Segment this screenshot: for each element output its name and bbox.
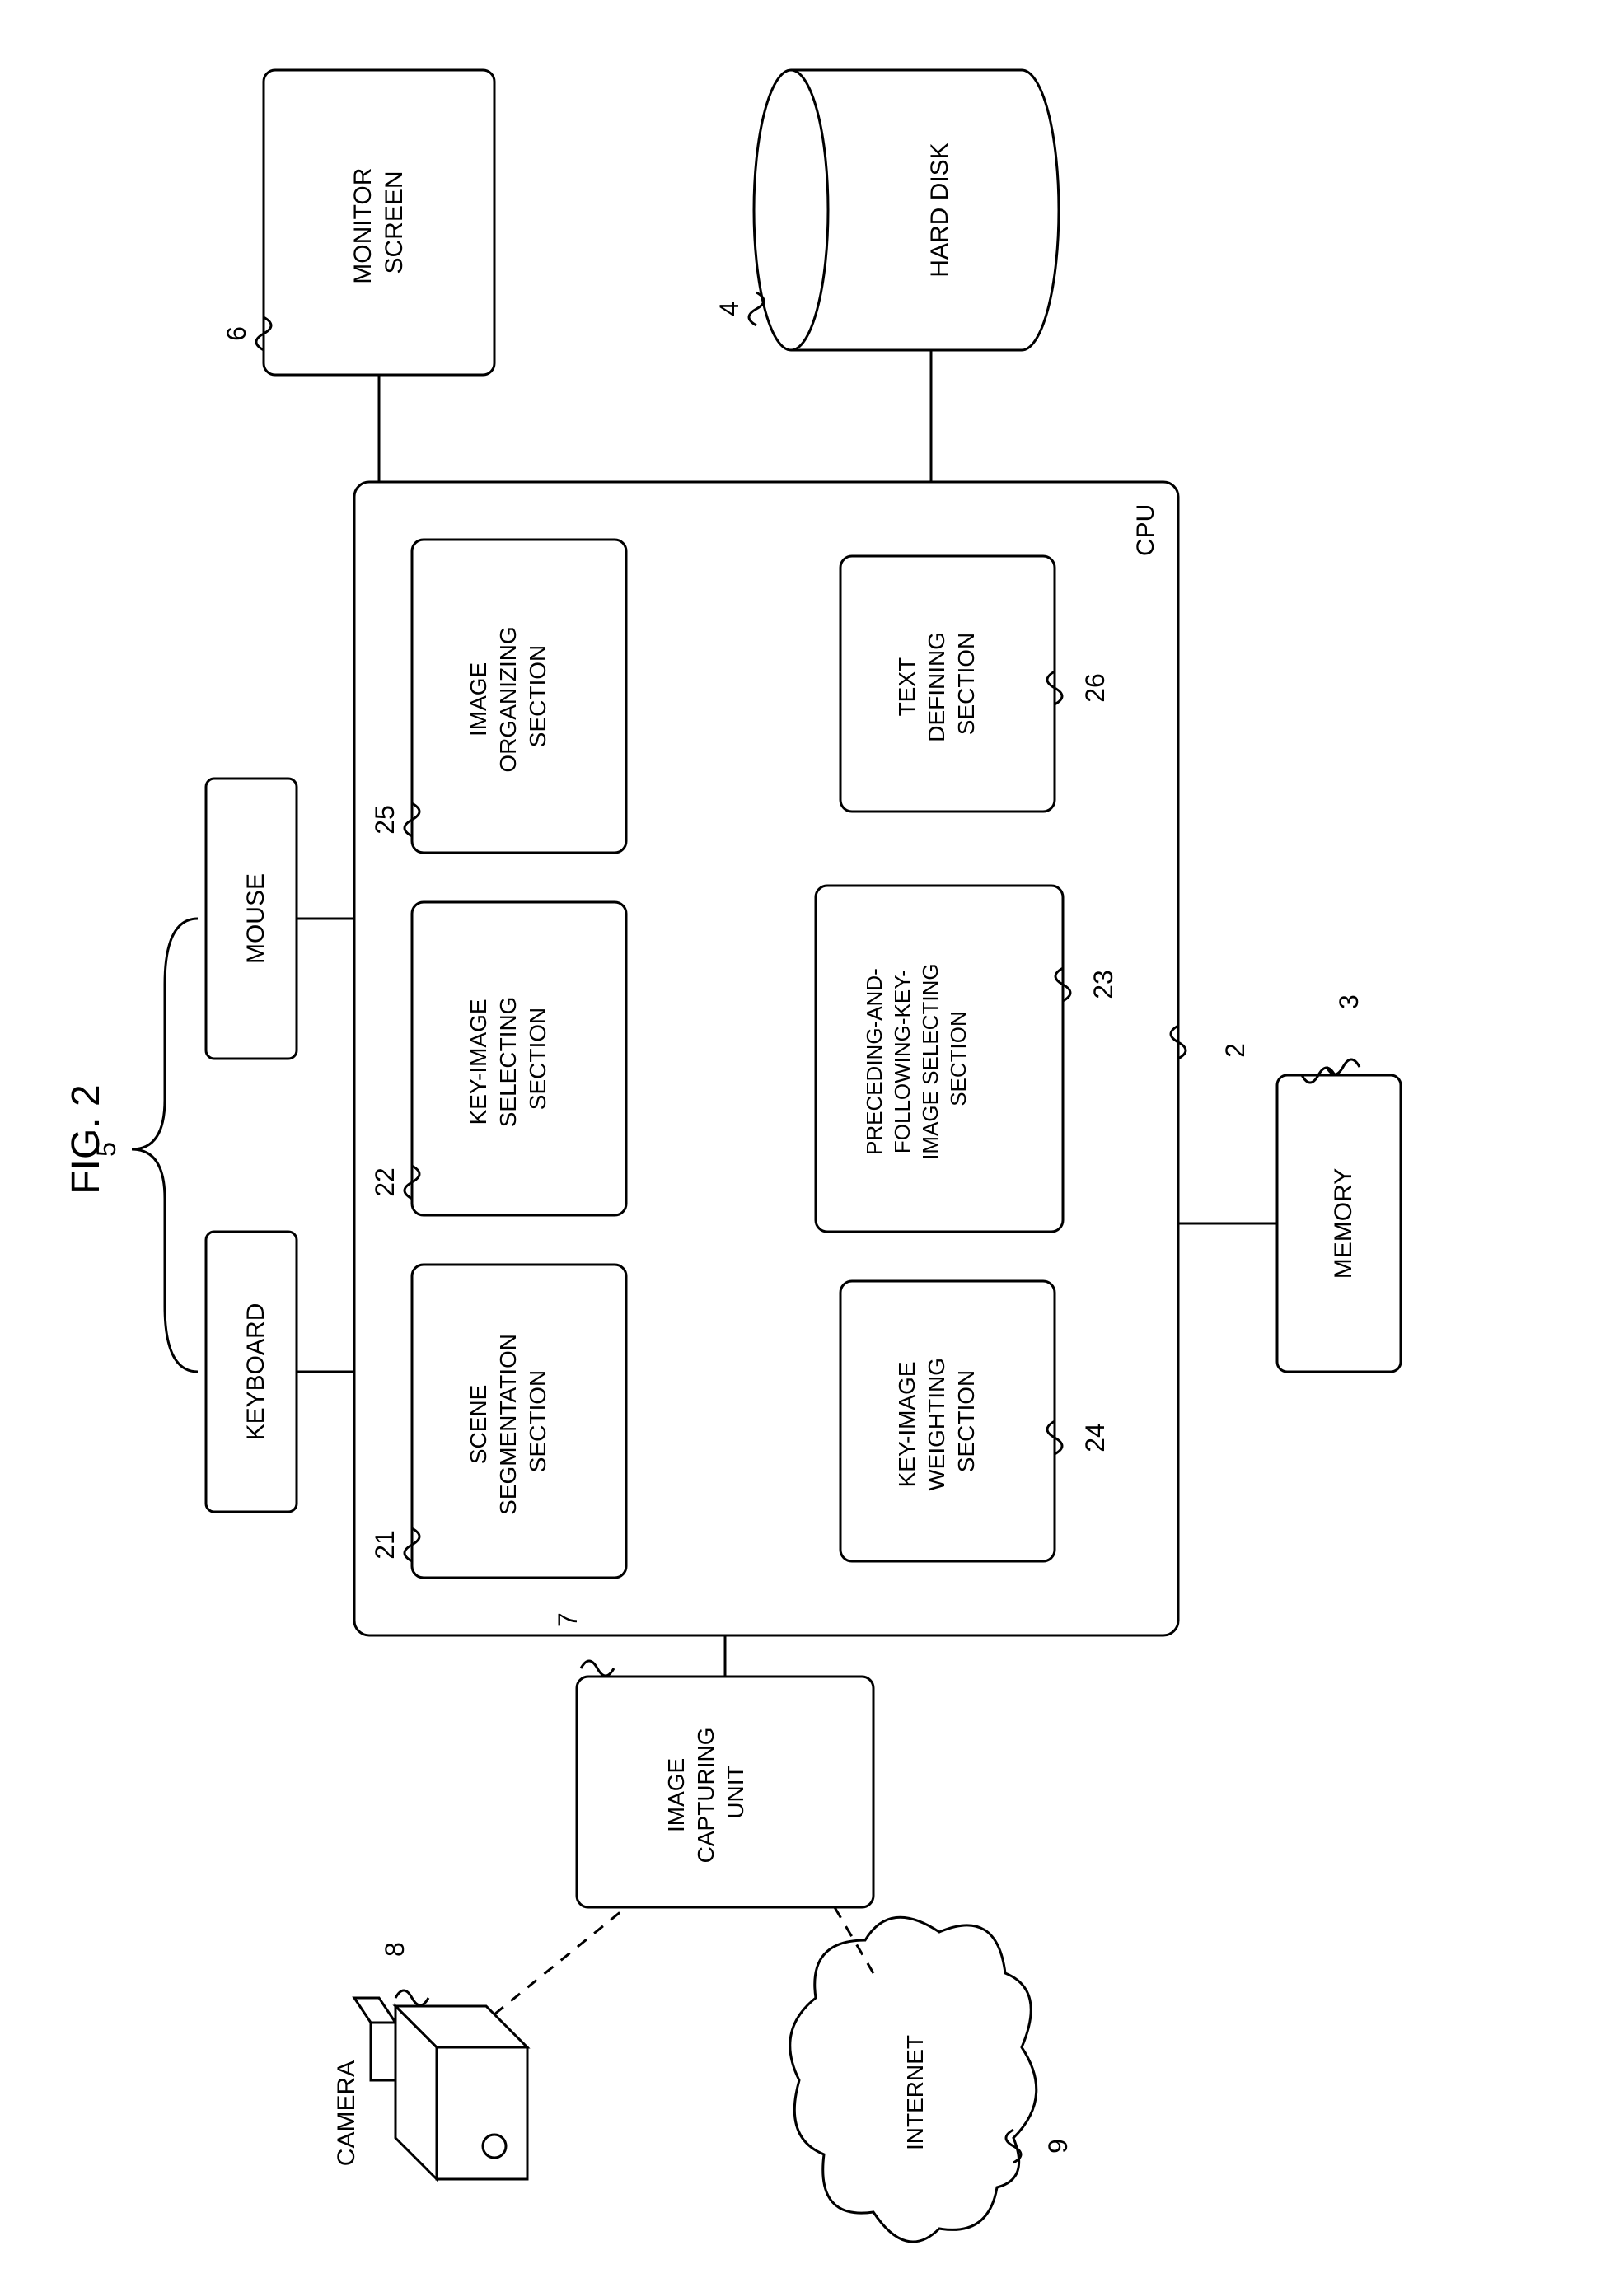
svg-text:22: 22 xyxy=(370,1167,400,1197)
text-def-label: TEXT DEFINING SECTION xyxy=(894,625,979,742)
svg-text:2: 2 xyxy=(1220,1043,1250,1058)
keyboard-label: KEYBOARD xyxy=(242,1303,269,1441)
preceding-label: PRECEDING-AND- FOLLOWING-KEY- IMAGE SELE… xyxy=(862,957,971,1160)
cpu-num: 2 xyxy=(1171,1026,1250,1059)
svg-text:9: 9 xyxy=(1043,2139,1073,2154)
monitor-label: MONITOR SCREEN xyxy=(349,161,408,283)
svg-text:6: 6 xyxy=(222,326,251,341)
figure-title: FIG. 2 xyxy=(64,1084,108,1194)
text-defining-section: TEXT DEFINING SECTION 26 xyxy=(840,556,1110,812)
svg-text:7: 7 xyxy=(553,1612,583,1627)
image-capturing-block: IMAGE CAPTURING UNIT 7 xyxy=(553,1612,873,1907)
image-capturing-label: IMAGE CAPTURING UNIT xyxy=(663,1721,748,1864)
key-image-selecting-section: KEY-IMAGE SELECTING SECTION 22 xyxy=(370,902,626,1215)
svg-text:26: 26 xyxy=(1080,673,1110,703)
image-organizing-section: IMAGE ORGANIZING SECTION 25 xyxy=(370,540,626,853)
preceding-following-section: PRECEDING-AND- FOLLOWING-KEY- IMAGE SELE… xyxy=(816,886,1118,1232)
hard-disk-label: HARD DISK xyxy=(926,143,953,277)
mouse-label: MOUSE xyxy=(242,873,269,964)
internet-label: INTERNET xyxy=(902,2035,928,2150)
key-image-weight-label: KEY-IMAGE WEIGHTING SECTION xyxy=(894,1351,979,1491)
input-group-brace: 5 xyxy=(91,919,198,1372)
svg-text:4: 4 xyxy=(714,302,744,316)
memory-label: MEMORY xyxy=(1330,1168,1357,1279)
camera-label: CAMERA xyxy=(333,2060,360,2166)
scene-segmentation-section: SCENE SEGMENTATION SECTION 21 xyxy=(370,1265,626,1578)
scene-seg-label: SCENE SEGMENTATION SECTION xyxy=(466,1327,550,1515)
key-image-weighting-section: KEY-IMAGE WEIGHTING SECTION 24 xyxy=(840,1281,1110,1561)
memory-block: MEMORY xyxy=(1178,1016,1401,1372)
svg-text:21: 21 xyxy=(370,1530,400,1560)
hard-disk-block: HARD DISK 4 xyxy=(714,70,1059,482)
internet-block: INTERNET 9 xyxy=(790,1903,1073,2242)
mouse-block: MOUSE xyxy=(206,779,354,1059)
svg-text:3: 3 xyxy=(1334,994,1364,1009)
svg-text:8: 8 xyxy=(380,1942,410,1957)
image-org-label: IMAGE ORGANIZING SECTION xyxy=(466,620,550,772)
memory-num: 3 xyxy=(1327,994,1364,1074)
svg-text:23: 23 xyxy=(1088,970,1118,999)
key-image-sel-label: KEY-IMAGE SELECTING SECTION xyxy=(466,990,550,1127)
svg-text:5: 5 xyxy=(91,1142,121,1157)
cpu-label: CPU xyxy=(1132,504,1159,556)
svg-text:25: 25 xyxy=(370,805,400,835)
monitor-block: MONITOR SCREEN 6 xyxy=(222,70,494,482)
svg-text:24: 24 xyxy=(1080,1423,1110,1452)
camera-block: CAMERA 8 xyxy=(333,1907,626,2179)
keyboard-block: KEYBOARD xyxy=(206,1232,354,1512)
